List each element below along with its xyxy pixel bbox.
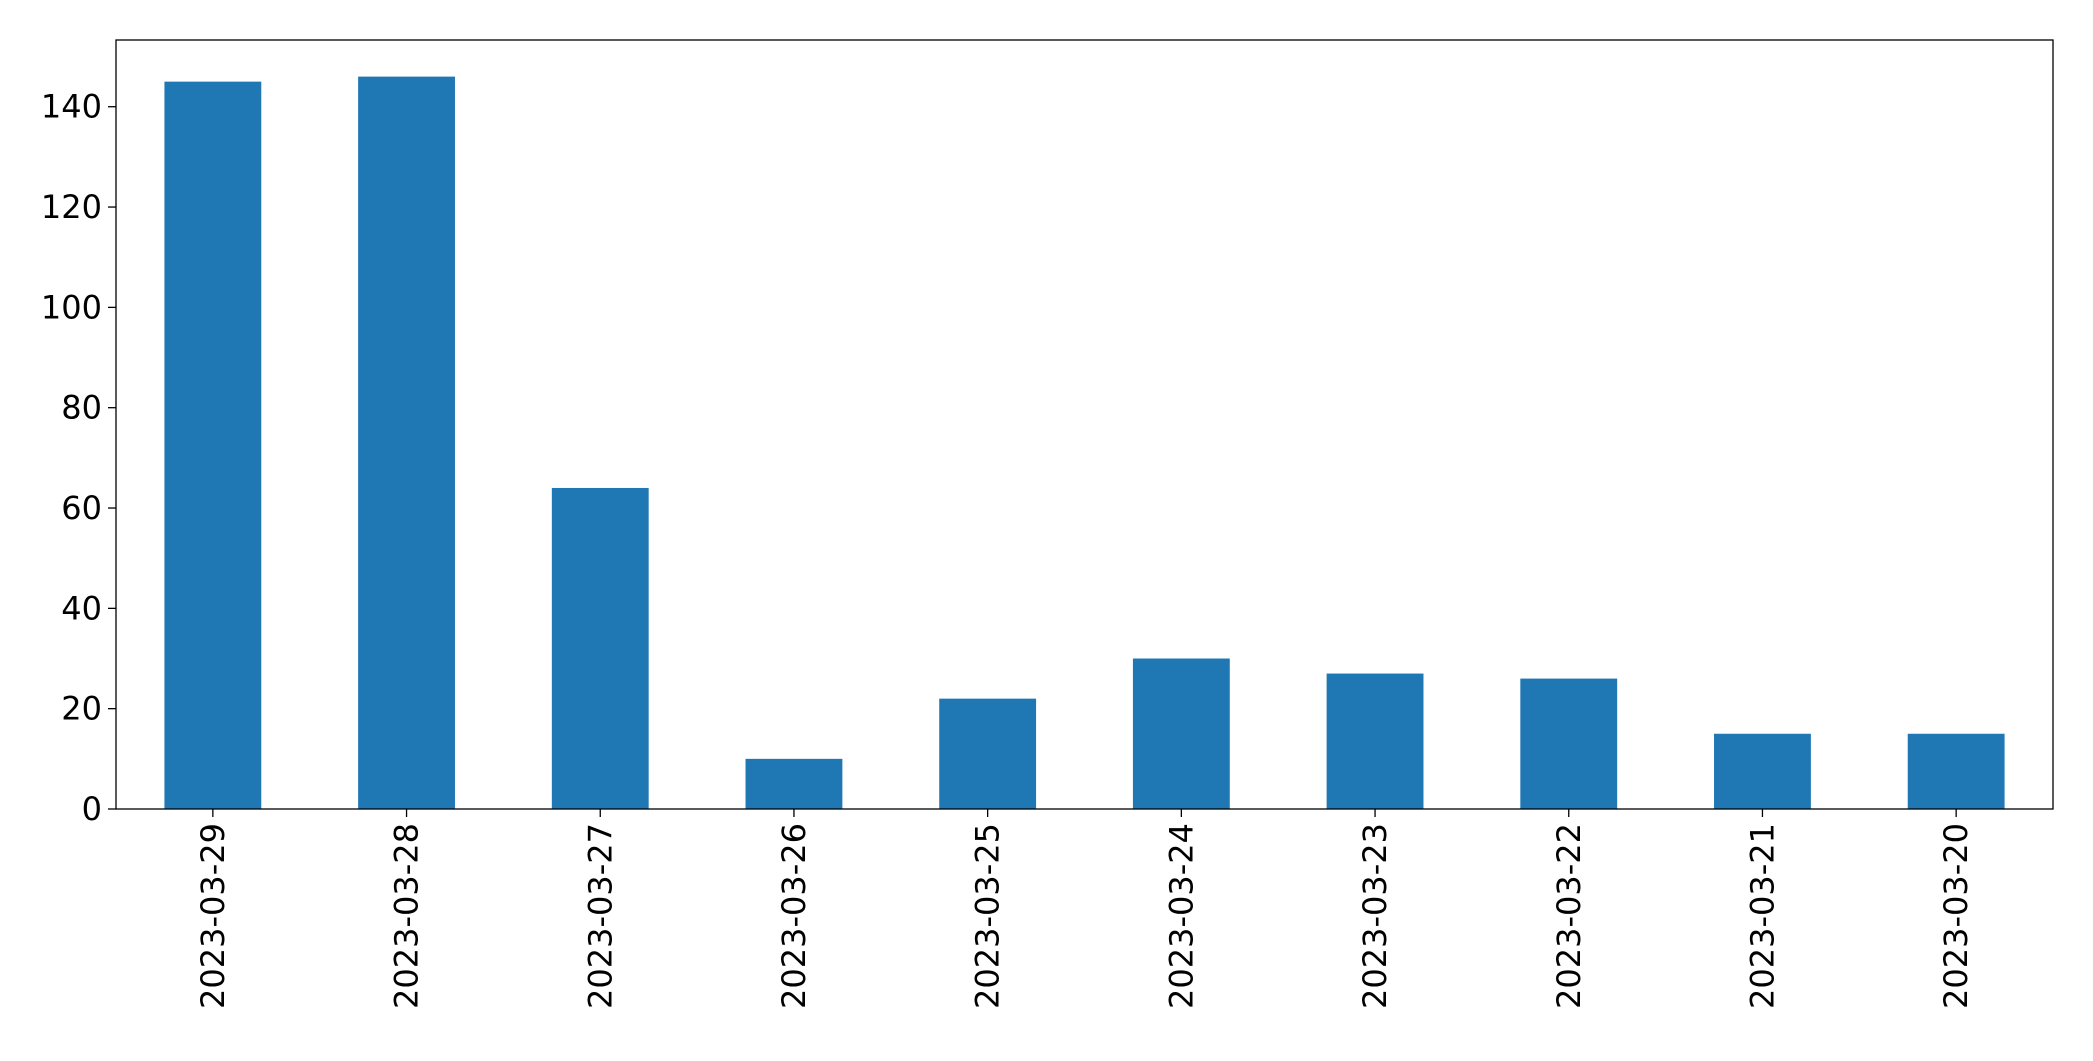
bar	[551, 487, 649, 809]
bar	[745, 758, 843, 809]
bar	[1714, 733, 1811, 809]
x-tick-label: 2023-03-24	[1162, 823, 1200, 1009]
x-tick-label: 2023-03-26	[775, 823, 813, 1009]
bar	[358, 76, 455, 810]
bar	[164, 81, 262, 809]
x-tick-label: 2023-03-25	[969, 823, 1007, 1009]
x-tick-label: 2023-03-27	[581, 823, 619, 1009]
bar	[1907, 733, 2005, 809]
y-tick-label: 40	[61, 589, 102, 627]
x-tick-label: 2023-03-29	[194, 823, 232, 1009]
plot-frame	[115, 39, 2054, 810]
x-tick-label: 2023-03-20	[1937, 823, 1975, 1009]
y-tick-label: 100	[41, 288, 102, 326]
bar	[1520, 678, 1618, 809]
bar	[1132, 658, 1230, 809]
x-tick-label: 2023-03-21	[1743, 823, 1781, 1009]
x-tick-label: 2023-03-28	[388, 823, 426, 1009]
y-tick-label: 120	[41, 188, 102, 226]
x-tick-label: 2023-03-22	[1550, 823, 1588, 1009]
bar	[1326, 673, 1424, 809]
y-tick-label: 20	[61, 690, 102, 728]
x-tick-label: 2023-03-23	[1356, 823, 1394, 1009]
y-tick-label: 0	[82, 790, 102, 828]
y-tick-label: 60	[61, 489, 102, 527]
y-tick-label: 80	[61, 389, 102, 427]
y-tick-label: 140	[41, 88, 102, 126]
bar	[939, 698, 1037, 809]
